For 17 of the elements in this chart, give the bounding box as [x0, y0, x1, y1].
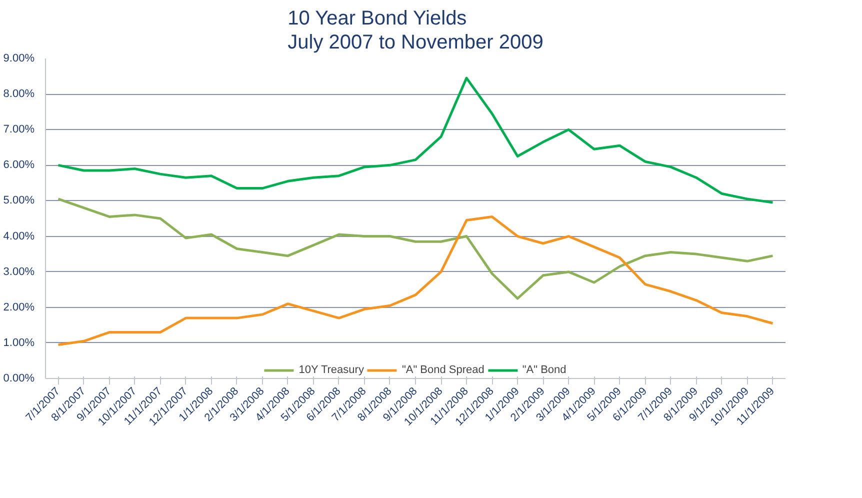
legend-label: "A" Bond Spread — [402, 364, 484, 376]
y-tick-label: 7.00% — [3, 124, 35, 136]
y-tick-label: 0.00% — [3, 372, 35, 384]
y-tick-label: 6.00% — [3, 159, 35, 172]
line-series — [57, 215, 774, 346]
y-tick-label: 2.00% — [3, 301, 35, 314]
line-series — [57, 198, 774, 300]
y-tick-label: 5.00% — [3, 194, 35, 207]
line-series — [57, 76, 774, 204]
y-tick-label: 9.00% — [3, 52, 35, 64]
legend-label: 10Y Treasury — [298, 364, 364, 376]
y-tick-label: 8.00% — [3, 88, 35, 100]
y-tick-label: 1.00% — [3, 336, 35, 349]
y-tick-label: 4.00% — [3, 230, 35, 242]
chart-title: 10 Year Bond Yields July 2007 to November 2009 — [288, 7, 544, 54]
legend-label: "A" Bond — [522, 364, 566, 376]
y-tick-label: 3.00% — [3, 266, 35, 278]
